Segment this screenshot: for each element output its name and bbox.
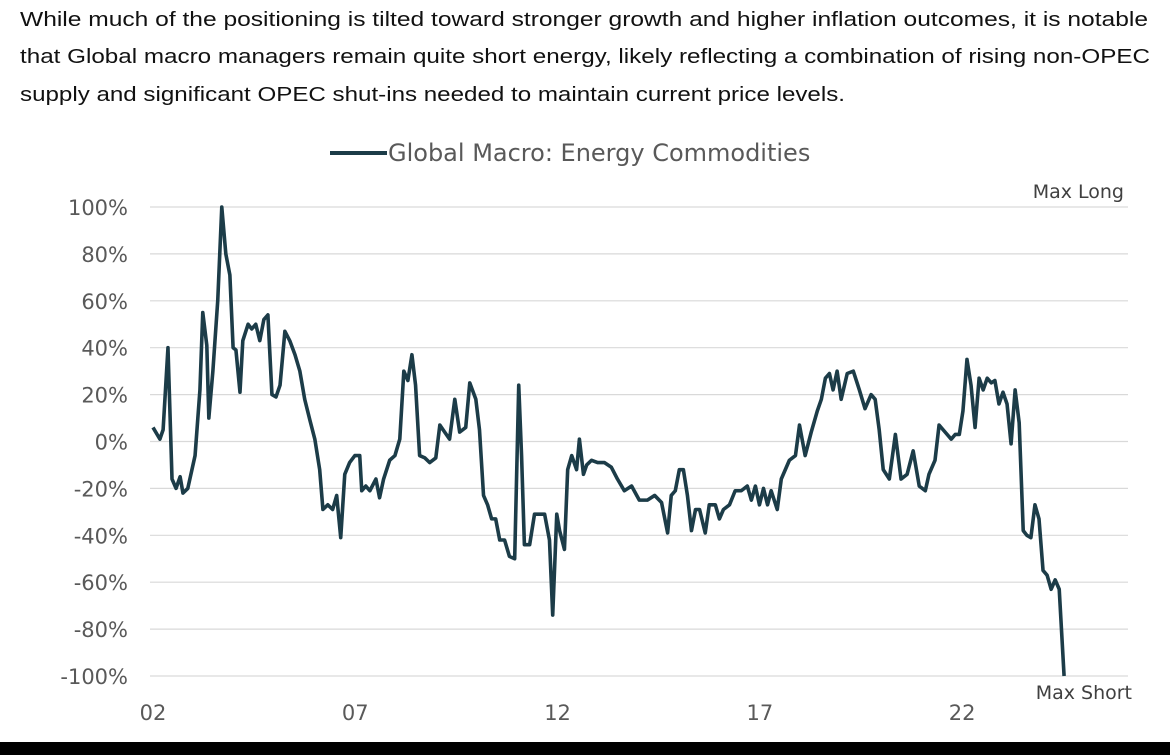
x-tick-label: 17	[746, 701, 773, 725]
annotation: Max Short	[1036, 682, 1132, 704]
bottom-bar	[0, 742, 1170, 755]
x-tick-label: 22	[949, 701, 976, 725]
x-tick-label: 07	[342, 701, 369, 725]
annotation: Max Long	[1033, 181, 1124, 203]
y-tick-label: -60%	[74, 571, 128, 595]
y-tick-label: 20%	[81, 384, 128, 408]
y-tick-label: -100%	[60, 665, 128, 689]
y-tick-label: 40%	[81, 337, 128, 361]
y-tick-label: -80%	[74, 618, 128, 642]
y-tick-label: 100%	[68, 196, 128, 220]
legend-label: Global Macro: Energy Commodities	[388, 139, 810, 167]
paragraph-line: that Global macro managers remain quite …	[20, 46, 1150, 68]
y-tick-label: -40%	[74, 524, 128, 548]
paragraph-line: supply and significant OPEC shut-ins nee…	[20, 84, 845, 106]
x-tick-label: 02	[140, 701, 167, 725]
y-tick-label: 60%	[81, 290, 128, 314]
y-tick-label: -20%	[74, 477, 128, 501]
x-tick-label: 12	[544, 701, 571, 725]
y-tick-label: 0%	[95, 431, 128, 455]
y-tick-label: 80%	[81, 243, 128, 267]
paragraph-line: While much of the positioning is tilted …	[20, 9, 1148, 31]
data-line	[151, 205, 1066, 677]
